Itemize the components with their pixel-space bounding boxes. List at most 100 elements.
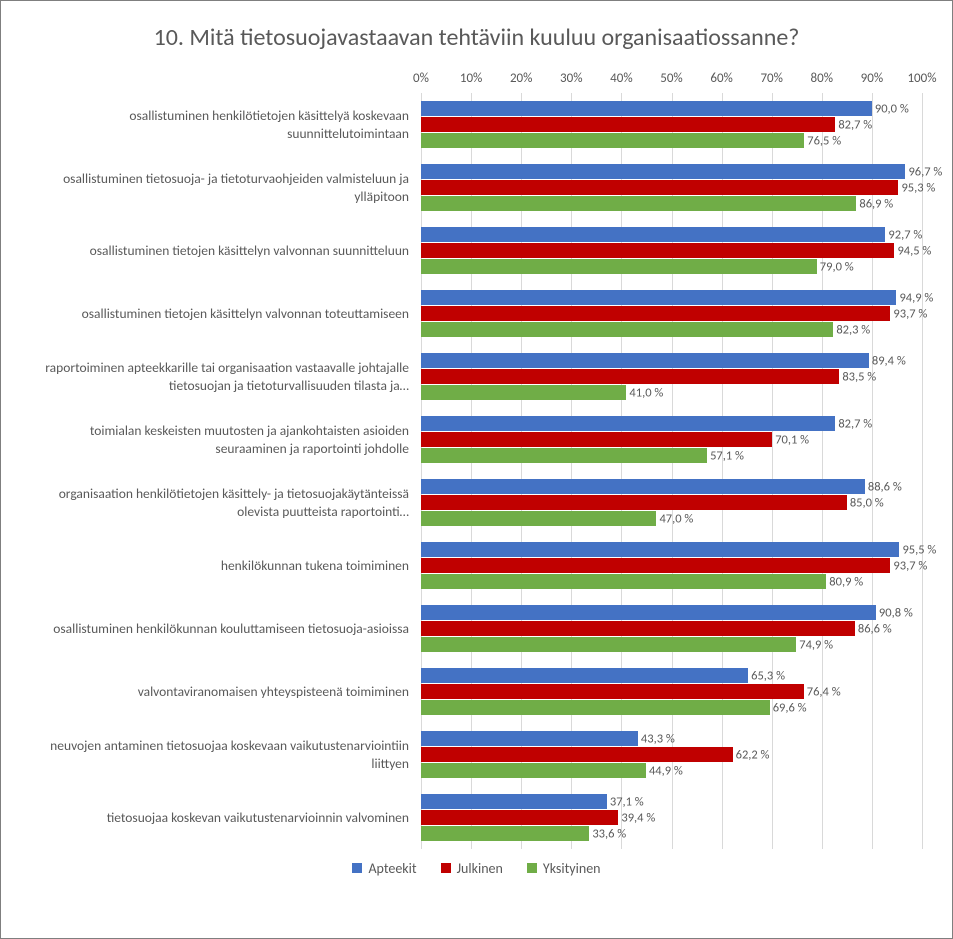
plot-cell: 92,7 %94,5 %79,0 % — [421, 223, 922, 278]
bar-yksityinen: 82,3 % — [421, 322, 833, 337]
bar-wrap: 69,6 % — [421, 700, 922, 715]
bar-apteekit: 92,7 % — [421, 227, 885, 242]
x-axis-spacer — [31, 71, 421, 93]
bar-value-label: 47,0 % — [659, 511, 693, 526]
legend-label: Julkinen — [457, 860, 503, 877]
bar-julkinen: 86,6 % — [421, 621, 855, 636]
chart-area: 0%10%20%30%40%50%60%70%80%90%100% osalli… — [31, 71, 922, 827]
bar-apteekit: 88,6 % — [421, 479, 865, 494]
bar-julkinen: 39,4 % — [421, 810, 618, 825]
bar-value-label: 62,2 % — [736, 747, 770, 762]
chart-row: osallistuminen tietojen käsittelyn valvo… — [31, 282, 922, 345]
bar-apteekit: 90,0 % — [421, 101, 872, 116]
x-axis-ticks: 0%10%20%30%40%50%60%70%80%90%100% — [421, 71, 922, 93]
plot-cell: 96,7 %95,3 %86,9 % — [421, 160, 922, 215]
bar-wrap: 83,5 % — [421, 369, 922, 384]
bar-value-label: 82,7 % — [838, 416, 872, 431]
x-tick-label: 80% — [811, 71, 833, 86]
bar-value-label: 57,1 % — [710, 448, 744, 463]
bar-wrap: 76,5 % — [421, 133, 922, 148]
plot-cell: 90,8 %86,6 %74,9 % — [421, 601, 922, 656]
bar-wrap: 44,9 % — [421, 763, 922, 778]
bar-wrap: 74,9 % — [421, 637, 922, 652]
bar-wrap: 95,5 % — [421, 542, 922, 557]
bar-apteekit: 95,5 % — [421, 542, 899, 557]
chart-row: organisaation henkilötietojen käsittely-… — [31, 471, 922, 534]
chart-row: osallistuminen henkilökunnan kouluttamis… — [31, 597, 922, 660]
category-label: osallistuminen tietojen käsittelyn valvo… — [31, 223, 421, 278]
plot-cell: 82,7 %70,1 %57,1 % — [421, 412, 922, 467]
bar-wrap: 89,4 % — [421, 353, 922, 368]
legend-label: Apteekit — [368, 860, 416, 877]
category-label: toimialan keskeisten muutosten ja ajanko… — [31, 412, 421, 467]
bar-value-label: 89,4 % — [872, 353, 906, 368]
bar-value-label: 93,7 % — [893, 306, 927, 321]
legend-item: Apteekit — [352, 860, 416, 877]
bar-wrap: 33,6 % — [421, 826, 922, 841]
bar-wrap: 88,6 % — [421, 479, 922, 494]
bar-value-label: 85,0 % — [850, 495, 884, 510]
bar-wrap: 82,3 % — [421, 322, 922, 337]
legend-item: Yksityinen — [527, 860, 601, 877]
chart-row: henkilökunnan tukena toimiminen95,5 %93,… — [31, 534, 922, 597]
bar-value-label: 41,0 % — [629, 385, 663, 400]
bar-yksityinen: 57,1 % — [421, 448, 707, 463]
bar-value-label: 37,1 % — [610, 794, 644, 809]
bar-julkinen: 94,5 % — [421, 243, 894, 258]
chart-row: osallistuminen tietosuoja- ja tietoturva… — [31, 156, 922, 219]
bar-yksityinen: 47,0 % — [421, 511, 656, 526]
category-label: tietosuojaa koskevan vaikutustenarvioinn… — [31, 790, 421, 845]
bar-julkinen: 83,5 % — [421, 369, 839, 384]
bar-wrap: 90,8 % — [421, 605, 922, 620]
plot-cell: 65,3 %76,4 %69,6 % — [421, 664, 922, 719]
plot-cell: 95,5 %93,7 %80,9 % — [421, 538, 922, 593]
chart-row: osallistuminen henkilötietojen käsittely… — [31, 93, 922, 156]
bar-wrap: 82,7 % — [421, 416, 922, 431]
legend-label: Yksityinen — [543, 860, 601, 877]
bar-wrap: 80,9 % — [421, 574, 922, 589]
bar-wrap: 82,7 % — [421, 117, 922, 132]
bar-wrap: 57,1 % — [421, 448, 922, 463]
x-tick-label: 100% — [907, 71, 936, 86]
category-label: osallistuminen tietojen käsittelyn valvo… — [31, 286, 421, 341]
category-label: valvontaviranomaisen yhteyspisteenä toim… — [31, 664, 421, 719]
bar-wrap: 65,3 % — [421, 668, 922, 683]
x-tick-label: 50% — [660, 71, 682, 86]
bar-yksityinen: 33,6 % — [421, 826, 589, 841]
bar-apteekit: 96,7 % — [421, 164, 905, 179]
bar-value-label: 88,6 % — [868, 479, 902, 494]
bar-value-label: 76,5 % — [807, 133, 841, 148]
bar-apteekit: 43,3 % — [421, 731, 638, 746]
bar-julkinen: 85,0 % — [421, 495, 847, 510]
legend-swatch — [441, 863, 451, 873]
bar-value-label: 82,7 % — [838, 117, 872, 132]
bar-wrap: 93,7 % — [421, 558, 922, 573]
bar-wrap: 79,0 % — [421, 259, 922, 274]
chart-row: osallistuminen tietojen käsittelyn valvo… — [31, 219, 922, 282]
grid-line — [922, 93, 923, 849]
bar-apteekit: 90,8 % — [421, 605, 876, 620]
bar-value-label: 80,9 % — [829, 574, 863, 589]
bar-wrap: 94,9 % — [421, 290, 922, 305]
bar-julkinen: 82,7 % — [421, 117, 835, 132]
bar-apteekit: 94,9 % — [421, 290, 896, 305]
category-label: henkilökunnan tukena toimiminen — [31, 538, 421, 593]
bar-value-label: 79,0 % — [820, 259, 854, 274]
bar-value-label: 44,9 % — [649, 763, 683, 778]
bar-wrap: 93,7 % — [421, 306, 922, 321]
legend: Apteekit Julkinen Yksityinen — [31, 859, 922, 878]
bar-wrap: 41,0 % — [421, 385, 922, 400]
bar-value-label: 82,3 % — [836, 322, 870, 337]
bar-wrap: 76,4 % — [421, 684, 922, 699]
bar-julkinen: 95,3 % — [421, 180, 898, 195]
bar-value-label: 90,8 % — [879, 605, 913, 620]
bar-value-label: 94,9 % — [899, 290, 933, 305]
chart-row: neuvojen antaminen tietosuojaa koskevaan… — [31, 723, 922, 786]
chart-frame: 10. Mitä tietosuojavastaavan tehtäviin k… — [0, 0, 953, 939]
bar-julkinen: 93,7 % — [421, 558, 890, 573]
bar-value-label: 33,6 % — [592, 826, 626, 841]
bar-value-label: 93,7 % — [893, 558, 927, 573]
plot-cell: 37,1 %39,4 %33,6 % — [421, 790, 922, 845]
bar-julkinen: 62,2 % — [421, 747, 733, 762]
bar-value-label: 76,4 % — [807, 684, 841, 699]
